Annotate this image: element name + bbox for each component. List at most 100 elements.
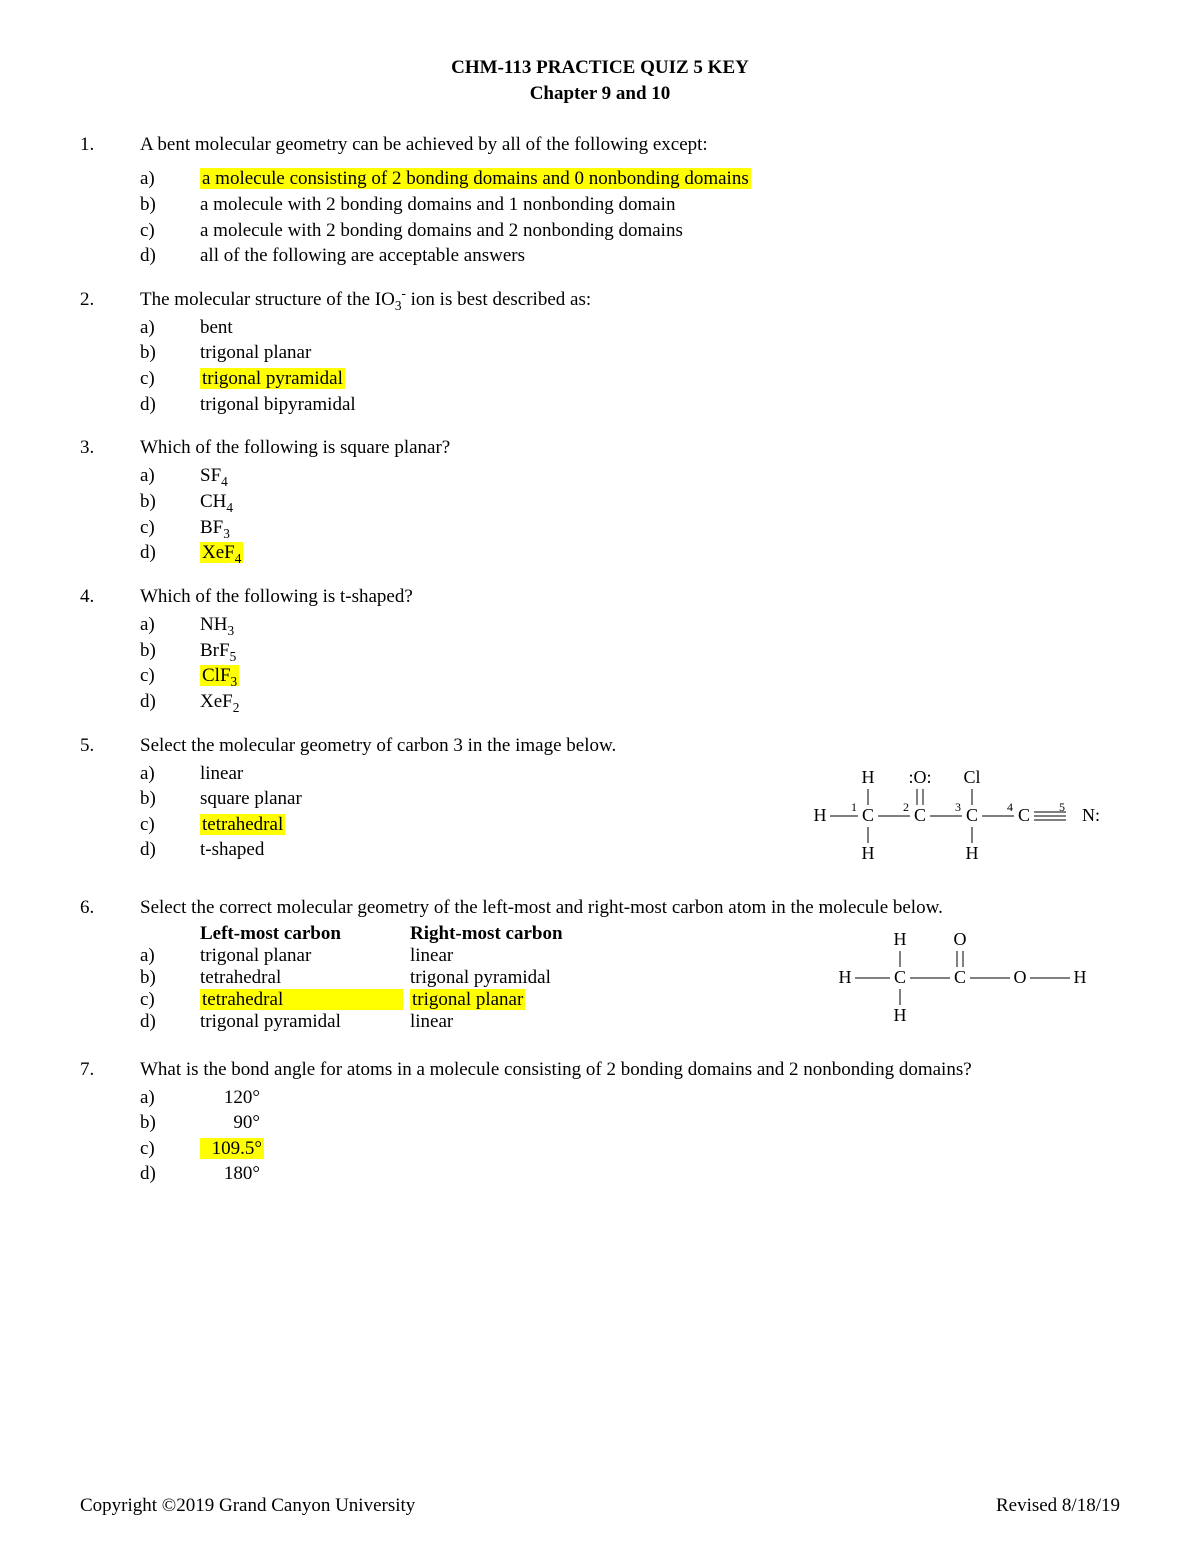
atom-h: H: [862, 767, 875, 787]
highlight: trigonal planar: [410, 989, 525, 1010]
choice-letter: d): [140, 392, 200, 418]
atom-h: H: [862, 843, 875, 863]
question-stem: Select the molecular geometry of carbon …: [140, 735, 1120, 757]
choice-text: ClF3: [200, 663, 1120, 689]
choice-text: a molecule consisting of 2 bonding domai…: [200, 166, 1120, 192]
question-stem: Which of the following is t-shaped?: [140, 586, 1120, 608]
copyright-text: Copyright ©2019 Grand Canyon University: [80, 1495, 415, 1517]
choice-a: a)bent: [140, 315, 1120, 341]
revised-date: Revised 8/18/19: [996, 1495, 1120, 1517]
carbon-label-2: 2: [903, 800, 909, 814]
formula: SF: [200, 465, 221, 486]
atom-c: C: [914, 805, 926, 825]
subscript: 3: [227, 623, 234, 638]
atom-o: O: [1014, 967, 1027, 987]
atom-o: O: [954, 929, 967, 949]
choice-text: 120°: [200, 1085, 1120, 1111]
atom-o: :O:: [908, 767, 931, 787]
choice-text: linear: [200, 761, 802, 787]
choice-text: tetrahedral: [200, 812, 802, 838]
choices-area: Left-most carbon Right-most carbon a)tri…: [140, 923, 822, 1039]
choice-letter: c): [140, 515, 200, 541]
question-body: Which of the following is square planar?…: [140, 437, 1120, 566]
subscript: 4: [226, 500, 233, 515]
choice-letter: c): [140, 989, 200, 1011]
choice-c: c)ClF3: [140, 663, 1120, 689]
question-number: 2.: [80, 289, 140, 418]
choice-a: a)NH3: [140, 612, 1120, 638]
choice-a: a)SF4: [140, 463, 1120, 489]
molecule-figure-q6: H C C O H H: [830, 923, 1120, 1039]
formula: BrF: [200, 640, 230, 661]
cell: linear: [410, 945, 620, 967]
atom-c: C: [862, 805, 874, 825]
question-4: 4. Which of the following is t-shaped? a…: [80, 586, 1120, 715]
highlight: ClF3: [200, 665, 239, 686]
choice-d: d)trigonal bipyramidal: [140, 392, 1120, 418]
subscript: 2: [233, 700, 240, 715]
subscript: 3: [231, 674, 238, 689]
cell: trigonal pyramidal: [410, 967, 620, 989]
highlight: XeF4: [200, 542, 243, 563]
question-2: 2. The molecular structure of the IO3- i…: [80, 289, 1120, 418]
choices-and-figure: a)linear b)square planar c)tetrahedral d…: [140, 761, 1120, 877]
choice-letter: b): [140, 192, 200, 218]
choice-text: trigonal bipyramidal: [200, 392, 1120, 418]
formula: XeF: [202, 542, 235, 563]
page-title: CHM-113 PRACTICE QUIZ 5 KEY Chapter 9 an…: [80, 55, 1120, 106]
question-body: The molecular structure of the IO3- ion …: [140, 289, 1120, 418]
atom-c: C: [894, 967, 906, 987]
choice-letter: c): [140, 812, 200, 838]
question-stem: Which of the following is square planar?: [140, 437, 1120, 459]
page-footer: Copyright ©2019 Grand Canyon University …: [80, 1495, 1120, 1517]
choice-letter: a): [140, 315, 200, 341]
choice-text: XeF2: [200, 689, 1120, 715]
question-body: A bent molecular geometry can be achieve…: [140, 134, 1120, 269]
choice-c: c) a molecule with 2 bonding domains and…: [140, 218, 1120, 244]
stem-text: The molecular structure of the IO: [140, 289, 395, 310]
choice-letter: b): [140, 1110, 200, 1136]
title-line-1: CHM-113 PRACTICE QUIZ 5 KEY: [80, 55, 1120, 81]
choice-d: d)t-shaped: [140, 837, 802, 863]
atom-h: H: [839, 967, 852, 987]
molecule-figure-q5: H C C C C: [810, 761, 1120, 877]
choice-text: SF4: [200, 463, 1120, 489]
choice-d: d) all of the following are acceptable a…: [140, 243, 1120, 269]
table-row: a)trigonal planarlinear: [140, 945, 620, 967]
question-7: 7. What is the bond angle for atoms in a…: [80, 1059, 1120, 1188]
choice-text: all of the following are acceptable answ…: [200, 243, 1120, 269]
question-body: Select the molecular geometry of carbon …: [140, 735, 1120, 877]
choices-area: a)linear b)square planar c)tetrahedral d…: [140, 761, 802, 877]
highlight: trigonal pyramidal: [200, 368, 345, 389]
choice-letter: d): [140, 540, 200, 566]
cell-text: tetrahedral: [202, 989, 283, 1010]
stem-text: ion is best described as:: [406, 289, 591, 310]
question-number: 5.: [80, 735, 140, 877]
choice-letter: b): [140, 340, 200, 366]
column-header-right: Right-most carbon: [410, 923, 620, 945]
atom-h: H: [814, 805, 827, 825]
choice-d: d)180°: [140, 1161, 1120, 1187]
choice-letter: a): [140, 612, 200, 638]
question-number: 7.: [80, 1059, 140, 1188]
choice-letter: c): [140, 218, 200, 244]
choice-b: b) a molecule with 2 bonding domains and…: [140, 192, 1120, 218]
cell: tetrahedral: [200, 967, 410, 989]
title-line-2: Chapter 9 and 10: [80, 81, 1120, 107]
choice-text: bent: [200, 315, 1120, 341]
question-5: 5. Select the molecular geometry of carb…: [80, 735, 1120, 877]
choice-letter: d): [140, 1011, 200, 1033]
cell: tetrahedral: [200, 989, 410, 1011]
molecule-svg: H C C C C: [810, 761, 1120, 871]
page: CHM-113 PRACTICE QUIZ 5 KEY Chapter 9 an…: [0, 0, 1200, 1553]
angle-value: 120°: [200, 1085, 260, 1111]
angle-value: 109.5°: [202, 1136, 262, 1162]
choice-letter: a): [140, 166, 200, 192]
choice-b: b)90°: [140, 1110, 1120, 1136]
choice-a: a)120°: [140, 1085, 1120, 1111]
subscript: 3: [223, 525, 230, 540]
question-body: Select the correct molecular geometry of…: [140, 897, 1120, 1039]
question-stem: What is the bond angle for atoms in a mo…: [140, 1059, 1120, 1081]
molecule-svg: H C C O H H: [830, 923, 1120, 1033]
question-body: What is the bond angle for atoms in a mo…: [140, 1059, 1120, 1188]
